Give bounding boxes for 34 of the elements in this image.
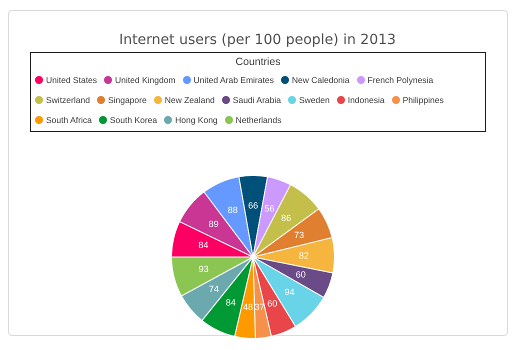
- data-label: 37: [254, 302, 265, 312]
- legend-label: Netherlands: [236, 115, 282, 125]
- legend-label: Philippines: [402, 95, 444, 105]
- data-label: 74: [208, 284, 219, 294]
- data-label: 89: [208, 219, 219, 230]
- legend-label: Switzerland: [46, 95, 90, 105]
- legend-label: South Korea: [110, 115, 158, 125]
- legend-label: Indonesia: [348, 95, 385, 105]
- legend-label: Singapore: [108, 95, 147, 105]
- data-label: 94: [284, 286, 295, 297]
- legend-label: United Arab Emirates: [194, 75, 274, 85]
- chart-title: Internet users (per 100 people) in 2013: [118, 32, 397, 48]
- legend-label: South Africa: [46, 115, 92, 125]
- legend-label: Sweden: [299, 95, 330, 105]
- data-label: 86: [281, 212, 292, 223]
- data-label: 84: [226, 297, 236, 308]
- legend-label: New Caledonia: [292, 75, 350, 85]
- data-label: 48: [242, 302, 253, 312]
- data-label: 60: [267, 298, 278, 309]
- data-label: 84: [198, 240, 208, 250]
- data-label: 88: [228, 204, 238, 215]
- legend-label: New Zealand: [164, 95, 215, 105]
- data-label: 56: [264, 203, 274, 214]
- data-label: 93: [198, 264, 209, 274]
- legend-label: Hong Kong: [175, 115, 218, 125]
- data-label: 82: [298, 250, 309, 260]
- data-label: 73: [294, 230, 304, 240]
- data-label: 60: [296, 269, 306, 280]
- legend-label: French Polynesia: [368, 75, 434, 85]
- data-label: 66: [248, 200, 258, 211]
- legend-label: United States: [46, 75, 98, 85]
- legend-label: United Kingdom: [115, 75, 176, 85]
- legend-title: Countries: [234, 56, 282, 68]
- legend-label: Saudi Arabia: [232, 95, 281, 105]
